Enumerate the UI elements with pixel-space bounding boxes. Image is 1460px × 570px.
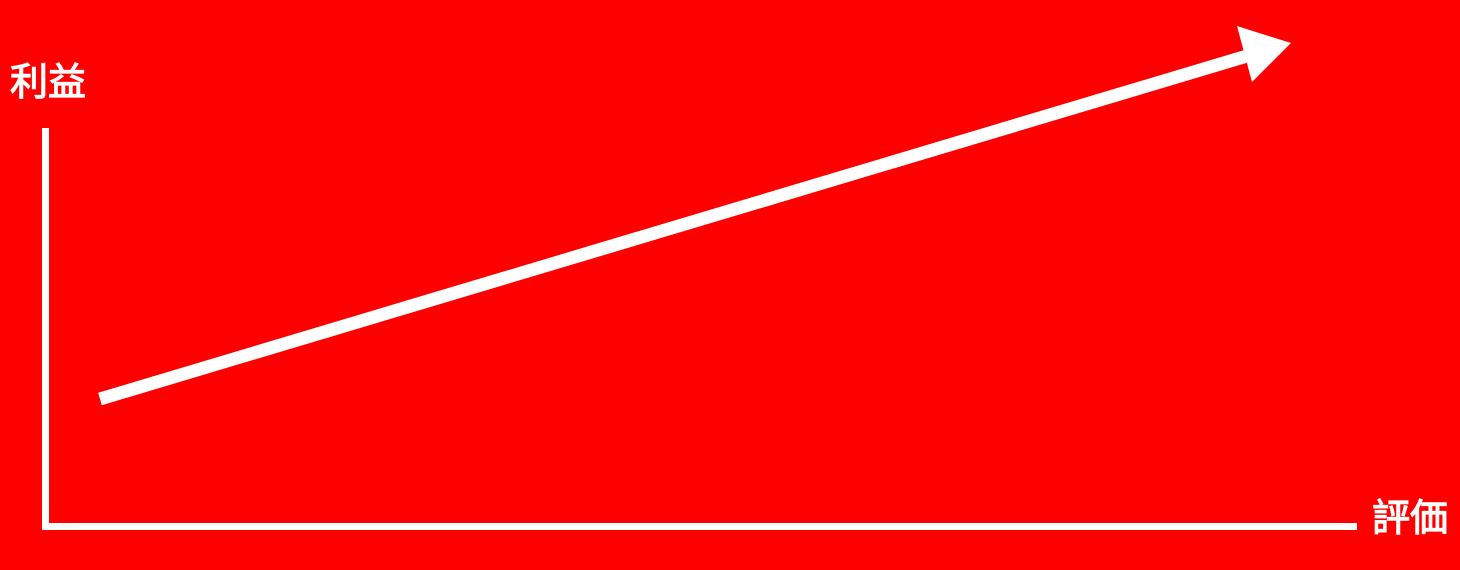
trend-arrow-line [98, 49, 1249, 406]
y-axis-label: 利益 [10, 62, 87, 104]
x-axis-line [42, 523, 1357, 530]
x-axis-label: 評価 [1372, 498, 1449, 540]
y-axis-line [42, 128, 49, 530]
trend-arrowhead-icon [1237, 26, 1291, 82]
